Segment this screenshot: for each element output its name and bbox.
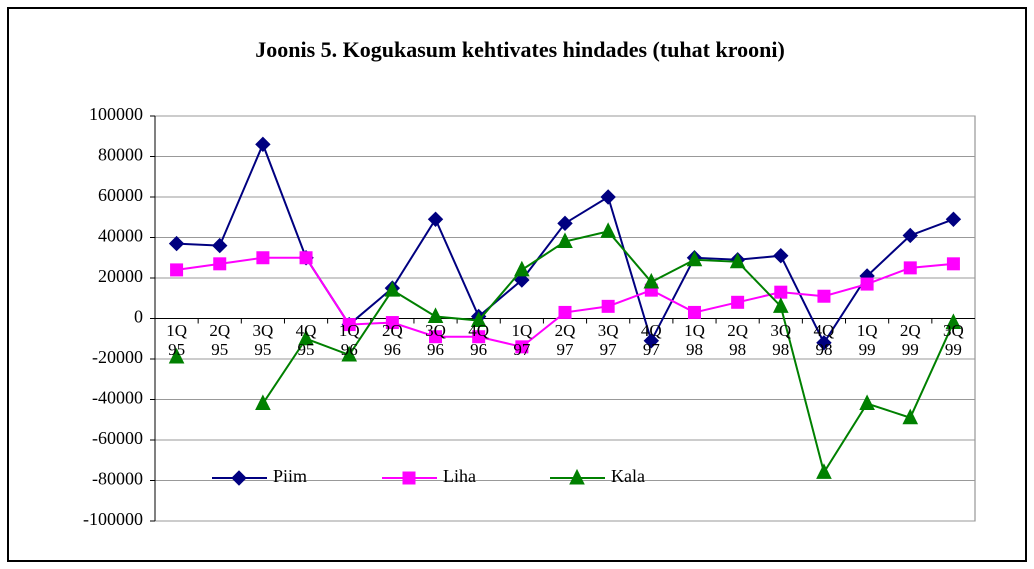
marker: [212, 237, 228, 254]
x-tick-label: 3Q 97: [597, 320, 619, 359]
marker: [902, 408, 919, 425]
x-tick-label: 3Q 98: [770, 320, 792, 359]
x-tick-label: 2Q 96: [381, 320, 403, 359]
y-tick-label: -80000: [92, 469, 143, 489]
marker: [170, 263, 184, 277]
y-tick-label: 80000: [98, 145, 143, 165]
x-tick-label: 4Q 96: [468, 320, 490, 359]
marker: [427, 211, 444, 227]
x-tick-label: 3Q 95: [252, 320, 274, 359]
marker: [256, 251, 270, 265]
marker: [470, 311, 487, 328]
legend-marker: [569, 468, 585, 485]
marker: [255, 394, 271, 411]
marker: [686, 250, 703, 267]
marker: [731, 295, 745, 309]
marker: [168, 235, 185, 252]
y-tick-label: 100000: [89, 104, 143, 124]
marker: [515, 340, 529, 354]
marker: [600, 222, 616, 238]
marker: [558, 305, 572, 319]
chart-title: Joonis 5. Kogukasum kehtivates hindades …: [255, 37, 785, 62]
marker: [945, 211, 962, 227]
marker: [772, 297, 789, 313]
y-tick-label: 20000: [98, 266, 143, 286]
y-tick-label: -20000: [92, 347, 143, 367]
x-tick-label: 2Q 97: [554, 320, 576, 359]
marker: [816, 463, 832, 479]
marker: [859, 394, 875, 411]
marker: [384, 281, 401, 297]
x-tick-label: 3Q 96: [425, 320, 446, 359]
marker: [341, 345, 358, 362]
x-tick-label: 3Q 99: [943, 320, 964, 359]
legend-label: Kala: [611, 466, 645, 486]
marker: [429, 330, 443, 344]
marker: [773, 248, 789, 264]
x-tick-label: 1Q 98: [684, 320, 705, 359]
marker: [514, 272, 530, 288]
marker: [557, 215, 573, 232]
x-tick-label: 2Q 99: [899, 320, 921, 359]
y-tick-label: 40000: [98, 226, 143, 246]
marker: [255, 136, 271, 153]
x-tick-label: 2Q 95: [209, 320, 231, 359]
x-tick-label: 4Q 95: [295, 320, 317, 359]
marker: [643, 272, 660, 289]
x-tick-label: 4Q 98: [813, 320, 835, 359]
x-tick-label: 4Q 97: [640, 320, 662, 359]
marker: [385, 316, 399, 330]
y-tick-label: -60000: [92, 428, 143, 448]
marker: [687, 305, 701, 319]
y-tick-label: 0: [134, 307, 143, 327]
marker: [514, 260, 530, 277]
marker: [299, 251, 313, 265]
y-tick-label: -40000: [92, 388, 143, 408]
marker: [774, 285, 788, 299]
x-tick-label: 1Q 96: [338, 320, 360, 359]
marker: [817, 289, 831, 303]
marker: [729, 252, 746, 269]
marker: [342, 318, 356, 332]
x-tick-label: 1Q 99: [856, 320, 878, 359]
marker: [472, 330, 486, 344]
marker: [860, 277, 874, 291]
marker: [427, 307, 444, 323]
x-tick-label: 1Q 95: [166, 320, 187, 359]
marker: [946, 257, 960, 271]
x-tick-label: 1Q 97: [511, 320, 533, 359]
marker: [601, 299, 615, 313]
marker: [298, 329, 314, 346]
legend-marker: [231, 470, 247, 486]
y-tick-label: 60000: [98, 185, 143, 205]
marker: [902, 227, 918, 244]
legend-label: Piim: [273, 466, 307, 486]
marker: [168, 347, 185, 364]
marker: [945, 313, 962, 330]
marker: [643, 333, 660, 349]
marker: [816, 335, 832, 351]
legend-marker: [402, 471, 416, 485]
legend-label: Liha: [443, 466, 476, 486]
y-tick-label: -100000: [83, 509, 143, 529]
marker: [213, 257, 227, 271]
marker: [903, 261, 917, 275]
marker: [557, 232, 573, 249]
marker: [600, 189, 616, 205]
x-tick-label: 2Q 98: [727, 320, 749, 359]
